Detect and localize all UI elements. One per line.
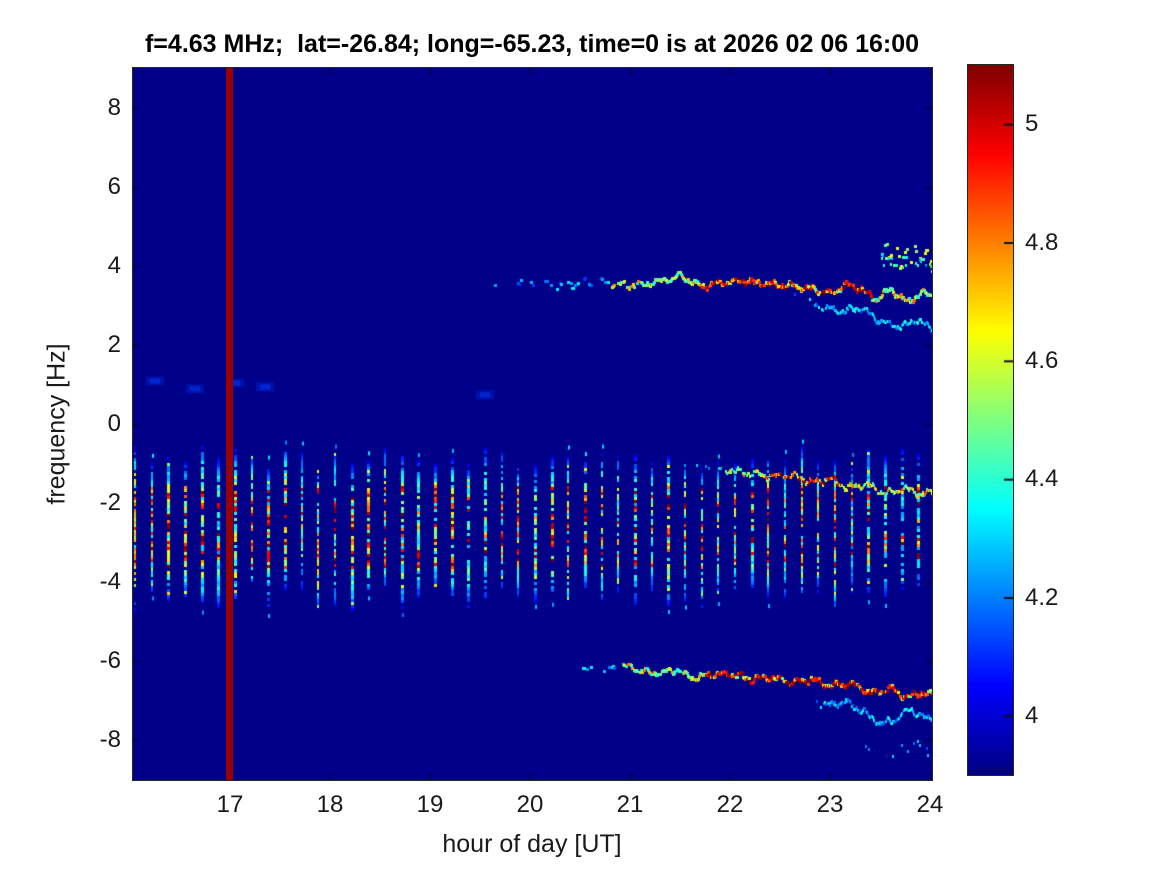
colorbar-tick-label: 5 <box>1025 110 1039 138</box>
x-axis-label: hour of day [UT] <box>442 830 622 858</box>
x-tick-label: 18 <box>316 791 344 818</box>
y-tick-label: -6 <box>99 647 121 675</box>
x-tick-label: 21 <box>616 791 644 818</box>
time-marker-line <box>226 68 233 780</box>
x-tick-label: 19 <box>416 791 444 818</box>
x-tick-label: 22 <box>716 791 744 818</box>
y-tick-label: -4 <box>99 568 121 596</box>
chart-title: f=4.63 MHz; lat=-26.84; long=-65.23, tim… <box>144 30 920 58</box>
colorbar-tick-label: 4 <box>1025 701 1039 729</box>
colorbar <box>967 64 1014 776</box>
colorbar-tick-label: 4.4 <box>1025 465 1059 493</box>
colorbar-canvas <box>968 65 1013 775</box>
x-tick-label: 20 <box>516 791 544 818</box>
y-tick-label: 0 <box>107 410 121 437</box>
plot-area <box>132 67 933 781</box>
heatmap-canvas <box>133 68 932 780</box>
colorbar-tick-label: 4.8 <box>1025 228 1059 256</box>
y-tick-label: 2 <box>107 330 121 358</box>
colorbar-tick-label: 4.6 <box>1025 346 1059 374</box>
x-tick-label: 17 <box>216 791 244 818</box>
x-tick-label: 23 <box>816 791 844 818</box>
colorbar-tick-label: 4.2 <box>1025 583 1059 611</box>
y-tick-label: 4 <box>107 251 121 279</box>
x-tick-label: 24 <box>916 791 944 818</box>
y-tick-label: -8 <box>99 726 121 754</box>
y-tick-label: -2 <box>99 489 121 517</box>
y-tick-label: 6 <box>107 172 121 200</box>
y-tick-label: 8 <box>107 93 121 121</box>
